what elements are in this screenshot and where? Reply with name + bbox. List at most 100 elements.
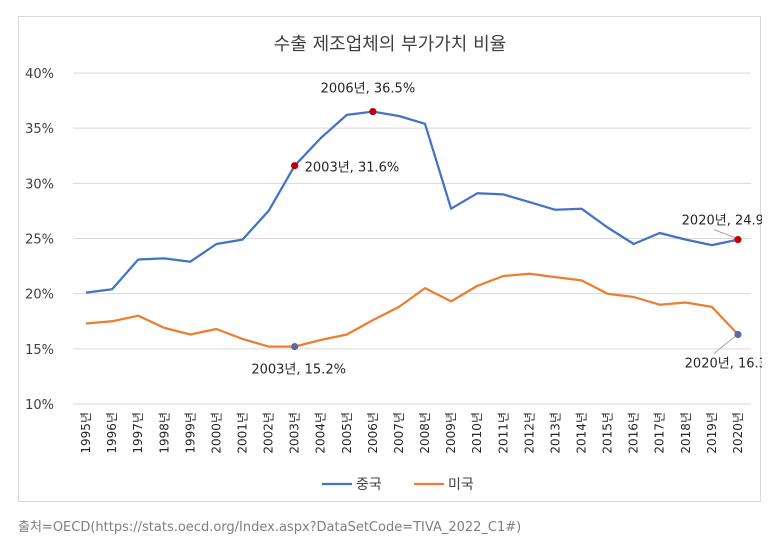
- source-caption: 출처=OECD(https://stats.oecd.org/Index.asp…: [18, 520, 522, 535]
- data-point: [657, 302, 662, 307]
- x-tick-label: 2013년: [548, 412, 562, 454]
- series-line-china: [85, 110, 739, 294]
- data-point: [188, 332, 193, 337]
- data-point: [370, 318, 375, 323]
- x-tick-label: 2001년: [236, 412, 250, 454]
- data-point: [162, 325, 167, 330]
- x-tick-label: 2007년: [392, 412, 406, 454]
- x-tick-label: 2008년: [418, 412, 432, 454]
- data-point: [240, 237, 245, 242]
- x-tick-label: 1997년: [131, 412, 145, 454]
- y-tick-label: 20%: [25, 288, 54, 303]
- x-tick-label: 1999년: [183, 412, 197, 454]
- x-tick-label: 2020년: [731, 412, 745, 454]
- data-point: [188, 259, 193, 264]
- data-point: [396, 114, 401, 119]
- x-tick-label: 2018년: [679, 412, 693, 454]
- x-tick-label: 2014년: [575, 412, 589, 454]
- x-tick-label: 1995년: [79, 412, 93, 454]
- data-point: [501, 274, 506, 279]
- data-point: [527, 271, 532, 276]
- data-point: [657, 230, 662, 235]
- series-line-usa: [85, 272, 739, 348]
- data-point: [423, 286, 428, 291]
- data-point: [110, 319, 115, 324]
- annotation-marker: [369, 108, 377, 116]
- legend-label: 중국: [356, 477, 382, 493]
- x-tick-label: 2012년: [522, 412, 536, 454]
- annotation-marker: [734, 330, 742, 339]
- x-tick-label: 1998년: [157, 412, 171, 454]
- data-point: [84, 321, 89, 326]
- y-tick-label: 15%: [25, 343, 54, 358]
- data-point: [240, 336, 245, 341]
- data-point: [162, 256, 167, 261]
- data-point: [579, 206, 584, 211]
- x-tick-label: 2005년: [340, 412, 354, 454]
- data-point: [136, 257, 141, 262]
- x-tick-label: 2003년: [288, 412, 302, 454]
- data-point: [579, 278, 584, 283]
- data-point: [344, 332, 349, 337]
- annotation-label: 2020년, 24.9%: [682, 214, 762, 229]
- annotation-marker: [291, 343, 299, 351]
- data-point: [475, 283, 480, 288]
- data-point: [318, 136, 323, 141]
- data-point: [84, 290, 89, 295]
- x-tick-label: 2015년: [601, 412, 615, 454]
- annotation-leader-line: [713, 229, 736, 239]
- annotation-marker: [734, 236, 742, 244]
- x-tick-label: 1996년: [105, 412, 119, 454]
- data-point: [605, 291, 610, 296]
- x-tick-label: 2002년: [262, 412, 276, 454]
- y-tick-label: 35%: [25, 122, 54, 137]
- x-tick-label: 2016년: [627, 412, 641, 454]
- data-point: [709, 243, 714, 248]
- data-point: [709, 304, 714, 309]
- data-point: [423, 121, 428, 126]
- annotation-leader-line: [713, 336, 736, 354]
- annotation-label: 2003년, 31.6%: [305, 161, 400, 176]
- data-point: [110, 287, 115, 292]
- annotation-label: 2006년, 36.5%: [321, 82, 416, 97]
- data-point: [214, 242, 219, 247]
- annotation-marker: [291, 162, 299, 170]
- y-tick-label: 40%: [25, 67, 54, 82]
- data-point: [501, 192, 506, 197]
- data-point: [266, 344, 271, 349]
- data-point: [396, 304, 401, 309]
- data-point: [631, 242, 636, 247]
- data-point: [318, 338, 323, 343]
- data-point: [605, 225, 610, 230]
- x-tick-label: 2010년: [470, 412, 484, 454]
- data-point: [631, 294, 636, 299]
- legend-label: 미국: [448, 477, 474, 493]
- data-point: [553, 275, 558, 280]
- data-point: [344, 112, 349, 117]
- data-point: [683, 237, 688, 242]
- data-point: [214, 326, 219, 331]
- data-point: [449, 299, 454, 304]
- data-point: [553, 207, 558, 212]
- chart-frame: 수출 제조업체의 부가가치 비율 10% 15% 20% 25% 30% 35% 40% 1…: [18, 16, 762, 502]
- y-tick-label: 25%: [25, 233, 54, 248]
- y-tick-label: 10%: [25, 398, 54, 413]
- y-tick-label: 30%: [25, 177, 54, 192]
- x-tick-label: 2004년: [314, 412, 328, 454]
- x-tick-label: 2017년: [653, 412, 667, 454]
- x-tick-label: 2011년: [496, 412, 510, 454]
- data-point: [683, 300, 688, 305]
- x-tick-label: 2006년: [366, 412, 380, 454]
- data-point: [527, 200, 532, 205]
- data-point: [449, 206, 454, 211]
- x-tick-label: 2019년: [705, 412, 719, 454]
- x-tick-label: 2009년: [444, 412, 458, 454]
- x-tick-label: 2000년: [209, 412, 223, 454]
- annotation-label: 2020년, 16.3%: [685, 356, 762, 371]
- chart-title: 수출 제조업체의 부가가치 비율: [274, 34, 506, 55]
- data-point: [136, 313, 141, 318]
- data-point: [266, 208, 271, 213]
- data-point: [475, 191, 480, 196]
- annotation-label: 2003년, 15.2%: [251, 363, 346, 378]
- line-chart: 수출 제조업체의 부가가치 비율 10% 15% 20% 25% 30% 35% 40% 1…: [25, 34, 762, 493]
